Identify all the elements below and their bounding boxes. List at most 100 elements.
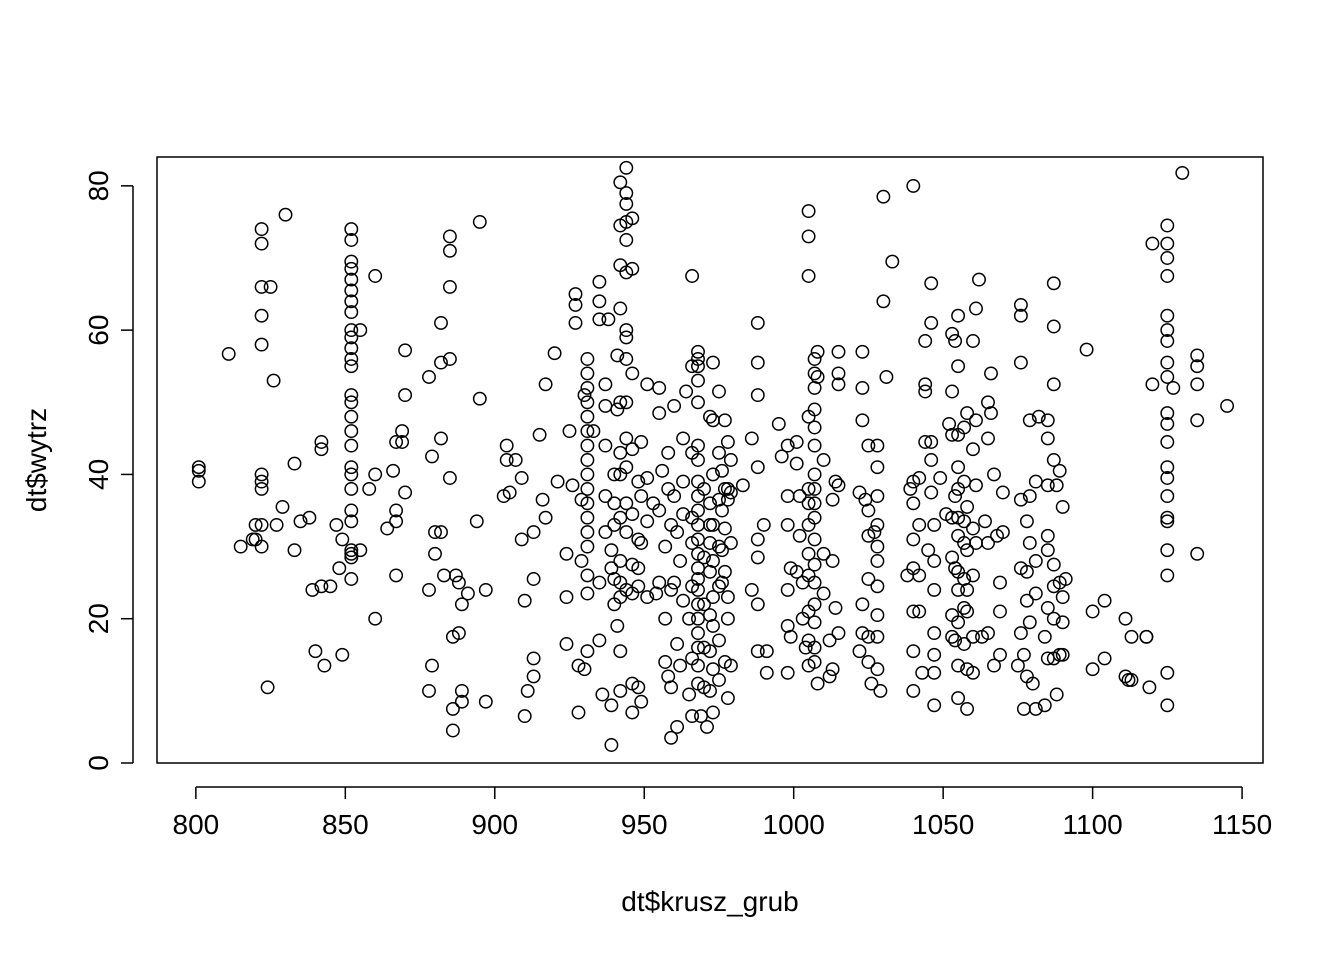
data-point <box>448 568 463 583</box>
data-point <box>631 680 646 695</box>
data-point <box>981 626 995 641</box>
data-point <box>658 655 673 669</box>
data-point <box>673 554 688 568</box>
data-point <box>807 557 822 572</box>
data-point <box>682 611 697 626</box>
data-point <box>828 474 843 489</box>
data-point <box>1097 651 1112 666</box>
data-point <box>750 355 765 370</box>
data-point <box>535 492 550 507</box>
data-point <box>454 683 469 698</box>
data-point <box>927 517 942 532</box>
x-tick-label: 900 <box>471 809 518 840</box>
data-point <box>191 474 206 489</box>
data-point <box>1022 536 1037 550</box>
data-point <box>706 705 720 720</box>
data-point <box>278 207 293 222</box>
data-point <box>960 499 975 514</box>
data-point <box>1013 308 1028 323</box>
data-point <box>1160 665 1175 680</box>
data-point <box>538 510 553 525</box>
data-point <box>676 431 691 446</box>
data-point <box>425 658 439 673</box>
data-point <box>801 229 816 244</box>
data-point <box>1040 431 1055 446</box>
data-point <box>706 554 720 568</box>
data-point <box>756 517 771 532</box>
data-point <box>1013 626 1028 641</box>
data-point <box>1190 413 1205 428</box>
data-point <box>619 233 634 247</box>
data-point <box>604 561 619 576</box>
data-point <box>580 424 595 439</box>
data-point <box>1019 514 1034 529</box>
data-point <box>368 467 383 482</box>
data-point <box>317 658 332 673</box>
data-point <box>442 243 457 258</box>
data-point <box>870 579 885 594</box>
data-point <box>951 658 966 673</box>
data-point <box>263 279 278 294</box>
data-point <box>960 604 975 619</box>
data-point <box>631 579 646 594</box>
data-point <box>750 532 765 547</box>
data-point <box>969 301 983 316</box>
data-point <box>691 503 705 518</box>
x-tick-label: 1150 <box>1212 809 1272 840</box>
data-point <box>906 496 921 511</box>
data-point <box>580 481 595 496</box>
data-point <box>344 330 359 345</box>
data-point <box>517 709 532 724</box>
data-point <box>691 582 705 597</box>
data-point <box>951 308 966 323</box>
data-point <box>664 730 679 745</box>
data-point <box>344 233 359 247</box>
data-point <box>592 294 607 309</box>
data-point <box>771 416 786 431</box>
data-point <box>1028 701 1043 716</box>
data-point <box>676 474 691 489</box>
data-point <box>703 496 717 511</box>
data-point <box>912 517 927 532</box>
x-tick-label: 1100 <box>1063 809 1123 840</box>
data-point <box>981 431 995 446</box>
data-point <box>571 705 586 720</box>
x-tick-label: 1000 <box>763 809 825 840</box>
data-point <box>927 582 942 597</box>
data-point <box>1046 611 1061 626</box>
data-point <box>906 683 921 698</box>
data-point <box>472 214 487 229</box>
data-point <box>774 449 789 464</box>
data-point <box>580 525 595 540</box>
data-point <box>344 514 359 529</box>
data-point <box>586 424 601 439</box>
data-point <box>634 694 649 709</box>
data-point <box>993 604 1007 619</box>
data-point <box>906 604 921 619</box>
data-point <box>691 597 705 612</box>
data-point <box>864 676 879 691</box>
data-point <box>720 481 735 496</box>
data-point <box>912 604 927 619</box>
data-point <box>870 554 885 568</box>
data-point <box>580 568 595 583</box>
data-point <box>254 517 269 532</box>
data-point <box>607 467 622 482</box>
data-point <box>335 647 350 662</box>
data-point <box>876 189 891 204</box>
data-point <box>380 521 395 536</box>
data-point <box>619 395 634 410</box>
data-point <box>398 485 413 500</box>
data-point <box>254 279 269 294</box>
data-point <box>434 525 448 540</box>
data-point <box>870 662 885 677</box>
data-point <box>329 517 344 532</box>
data-point <box>712 673 726 687</box>
data-point <box>389 568 404 583</box>
data-point <box>1145 377 1160 392</box>
data-point <box>514 532 529 547</box>
data-point <box>691 373 705 388</box>
data-point <box>801 546 816 561</box>
data-point <box>1025 676 1040 691</box>
data-point <box>1160 355 1175 370</box>
